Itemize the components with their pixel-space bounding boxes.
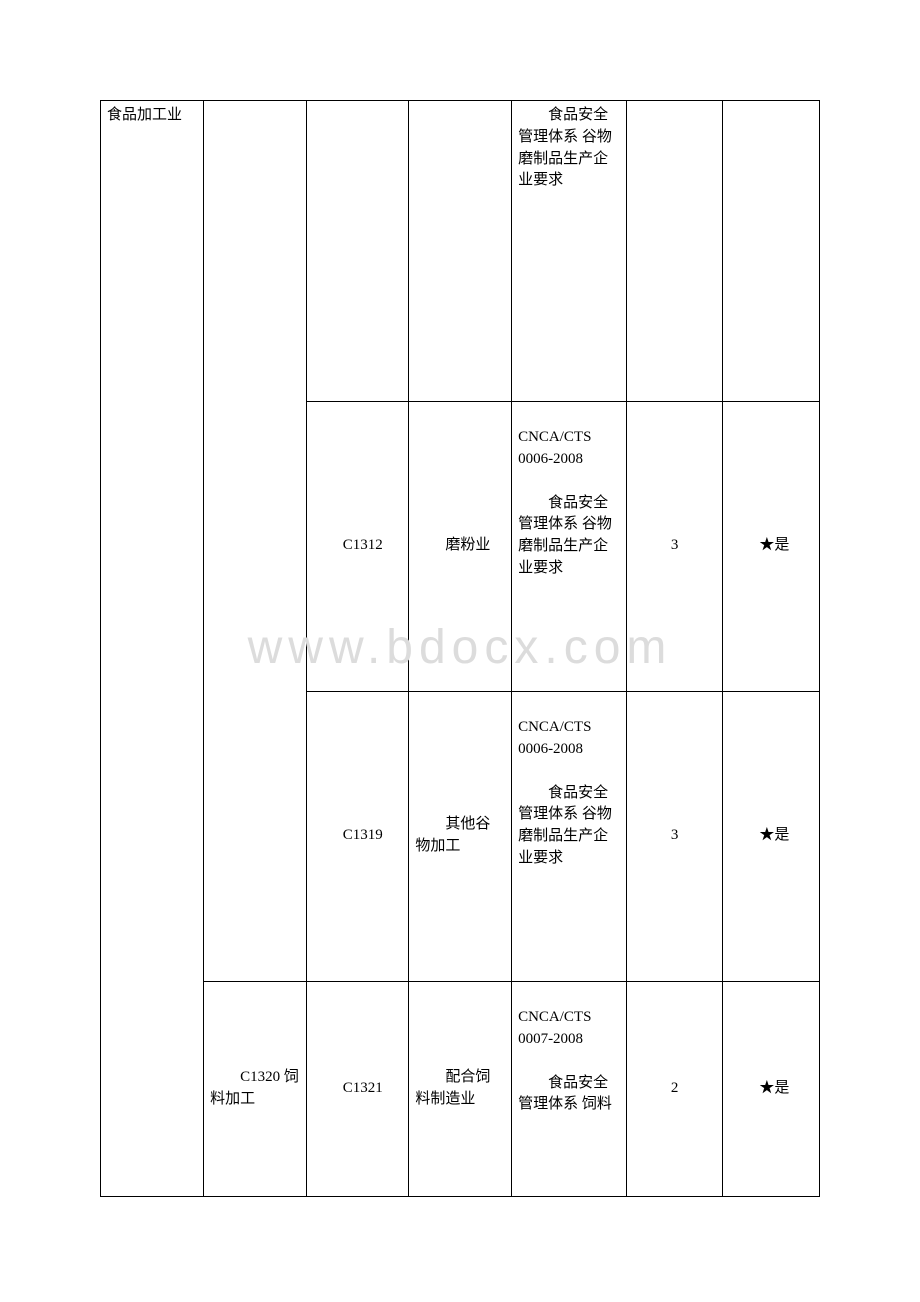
cell-subcategory: C1320 饲料加工: [204, 981, 307, 1196]
cell-paragraph: C1320 饲料加工: [210, 1067, 300, 1111]
cell-paragraph: C1312: [313, 535, 403, 557]
cell-number: 3: [626, 401, 723, 691]
cell-paragraph: CNCA/CTS 0006-2008: [518, 406, 620, 471]
cell-mark: ★是: [723, 401, 820, 691]
cell-number: 3: [626, 691, 723, 981]
table-row: 食品加工业 食品安全管理体系 谷物磨制品生产企业要求: [101, 101, 820, 401]
cell-paragraph: 食品安全管理体系 谷物磨制品生产企业要求: [518, 783, 620, 870]
cell-text: 3: [671, 827, 679, 843]
cell-name: [409, 101, 512, 401]
cell-paragraph: 其他谷物加工: [415, 814, 505, 858]
cell-name: 其他谷物加工: [409, 691, 512, 981]
cell-text: 2: [671, 1080, 679, 1096]
cell-name: 配合饲料制造业: [409, 981, 512, 1196]
data-table-container: 食品加工业 食品安全管理体系 谷物磨制品生产企业要求 C1312 磨粉业: [100, 100, 820, 1197]
cell-code: C1321: [306, 981, 409, 1196]
cell-paragraph: C1321: [313, 1078, 403, 1100]
cell-standard: CNCA/CTS 0007-2008 食品安全管理体系 饲料: [512, 981, 627, 1196]
cell-paragraph: 配合饲料制造业: [415, 1067, 505, 1111]
cell-paragraph: 食品安全管理体系 饲料: [518, 1073, 620, 1117]
cell-code: C1319: [306, 691, 409, 981]
cell-text: 3: [671, 537, 679, 553]
cell-blank: [204, 101, 307, 981]
cell-standard: CNCA/CTS 0006-2008 食品安全管理体系 谷物磨制品生产企业要求: [512, 691, 627, 981]
cell-paragraph: C1319: [313, 825, 403, 847]
cell-number: 2: [626, 981, 723, 1196]
cell-text: 食品加工业: [107, 107, 182, 123]
cell-category: 食品加工业: [101, 101, 204, 1196]
cell-paragraph: ★是: [729, 1078, 813, 1100]
cell-mark: [723, 101, 820, 401]
cell-paragraph: 磨粉业: [415, 535, 505, 557]
cell-number: [626, 101, 723, 401]
cell-paragraph: ★是: [729, 825, 813, 847]
cell-paragraph: 食品安全管理体系 谷物磨制品生产企业要求: [518, 105, 620, 192]
cell-paragraph: ★是: [729, 535, 813, 557]
data-table: 食品加工业 食品安全管理体系 谷物磨制品生产企业要求 C1312 磨粉业: [101, 101, 820, 1197]
cell-code: [306, 101, 409, 401]
cell-standard: CNCA/CTS 0006-2008 食品安全管理体系 谷物磨制品生产企业要求: [512, 401, 627, 691]
table-row: C1320 饲料加工 C1321 配合饲料制造业 CNCA/CTS 0007-2…: [101, 981, 820, 1196]
cell-paragraph: 食品安全管理体系 谷物磨制品生产企业要求: [518, 493, 620, 580]
cell-name: 磨粉业: [409, 401, 512, 691]
cell-standard: 食品安全管理体系 谷物磨制品生产企业要求: [512, 101, 627, 401]
cell-mark: ★是: [723, 691, 820, 981]
cell-paragraph: CNCA/CTS 0006-2008: [518, 696, 620, 761]
cell-paragraph: CNCA/CTS 0007-2008: [518, 986, 620, 1051]
cell-code: C1312: [306, 401, 409, 691]
cell-mark: ★是: [723, 981, 820, 1196]
